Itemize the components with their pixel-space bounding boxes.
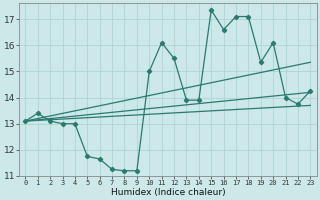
X-axis label: Humidex (Indice chaleur): Humidex (Indice chaleur) [110, 188, 225, 197]
